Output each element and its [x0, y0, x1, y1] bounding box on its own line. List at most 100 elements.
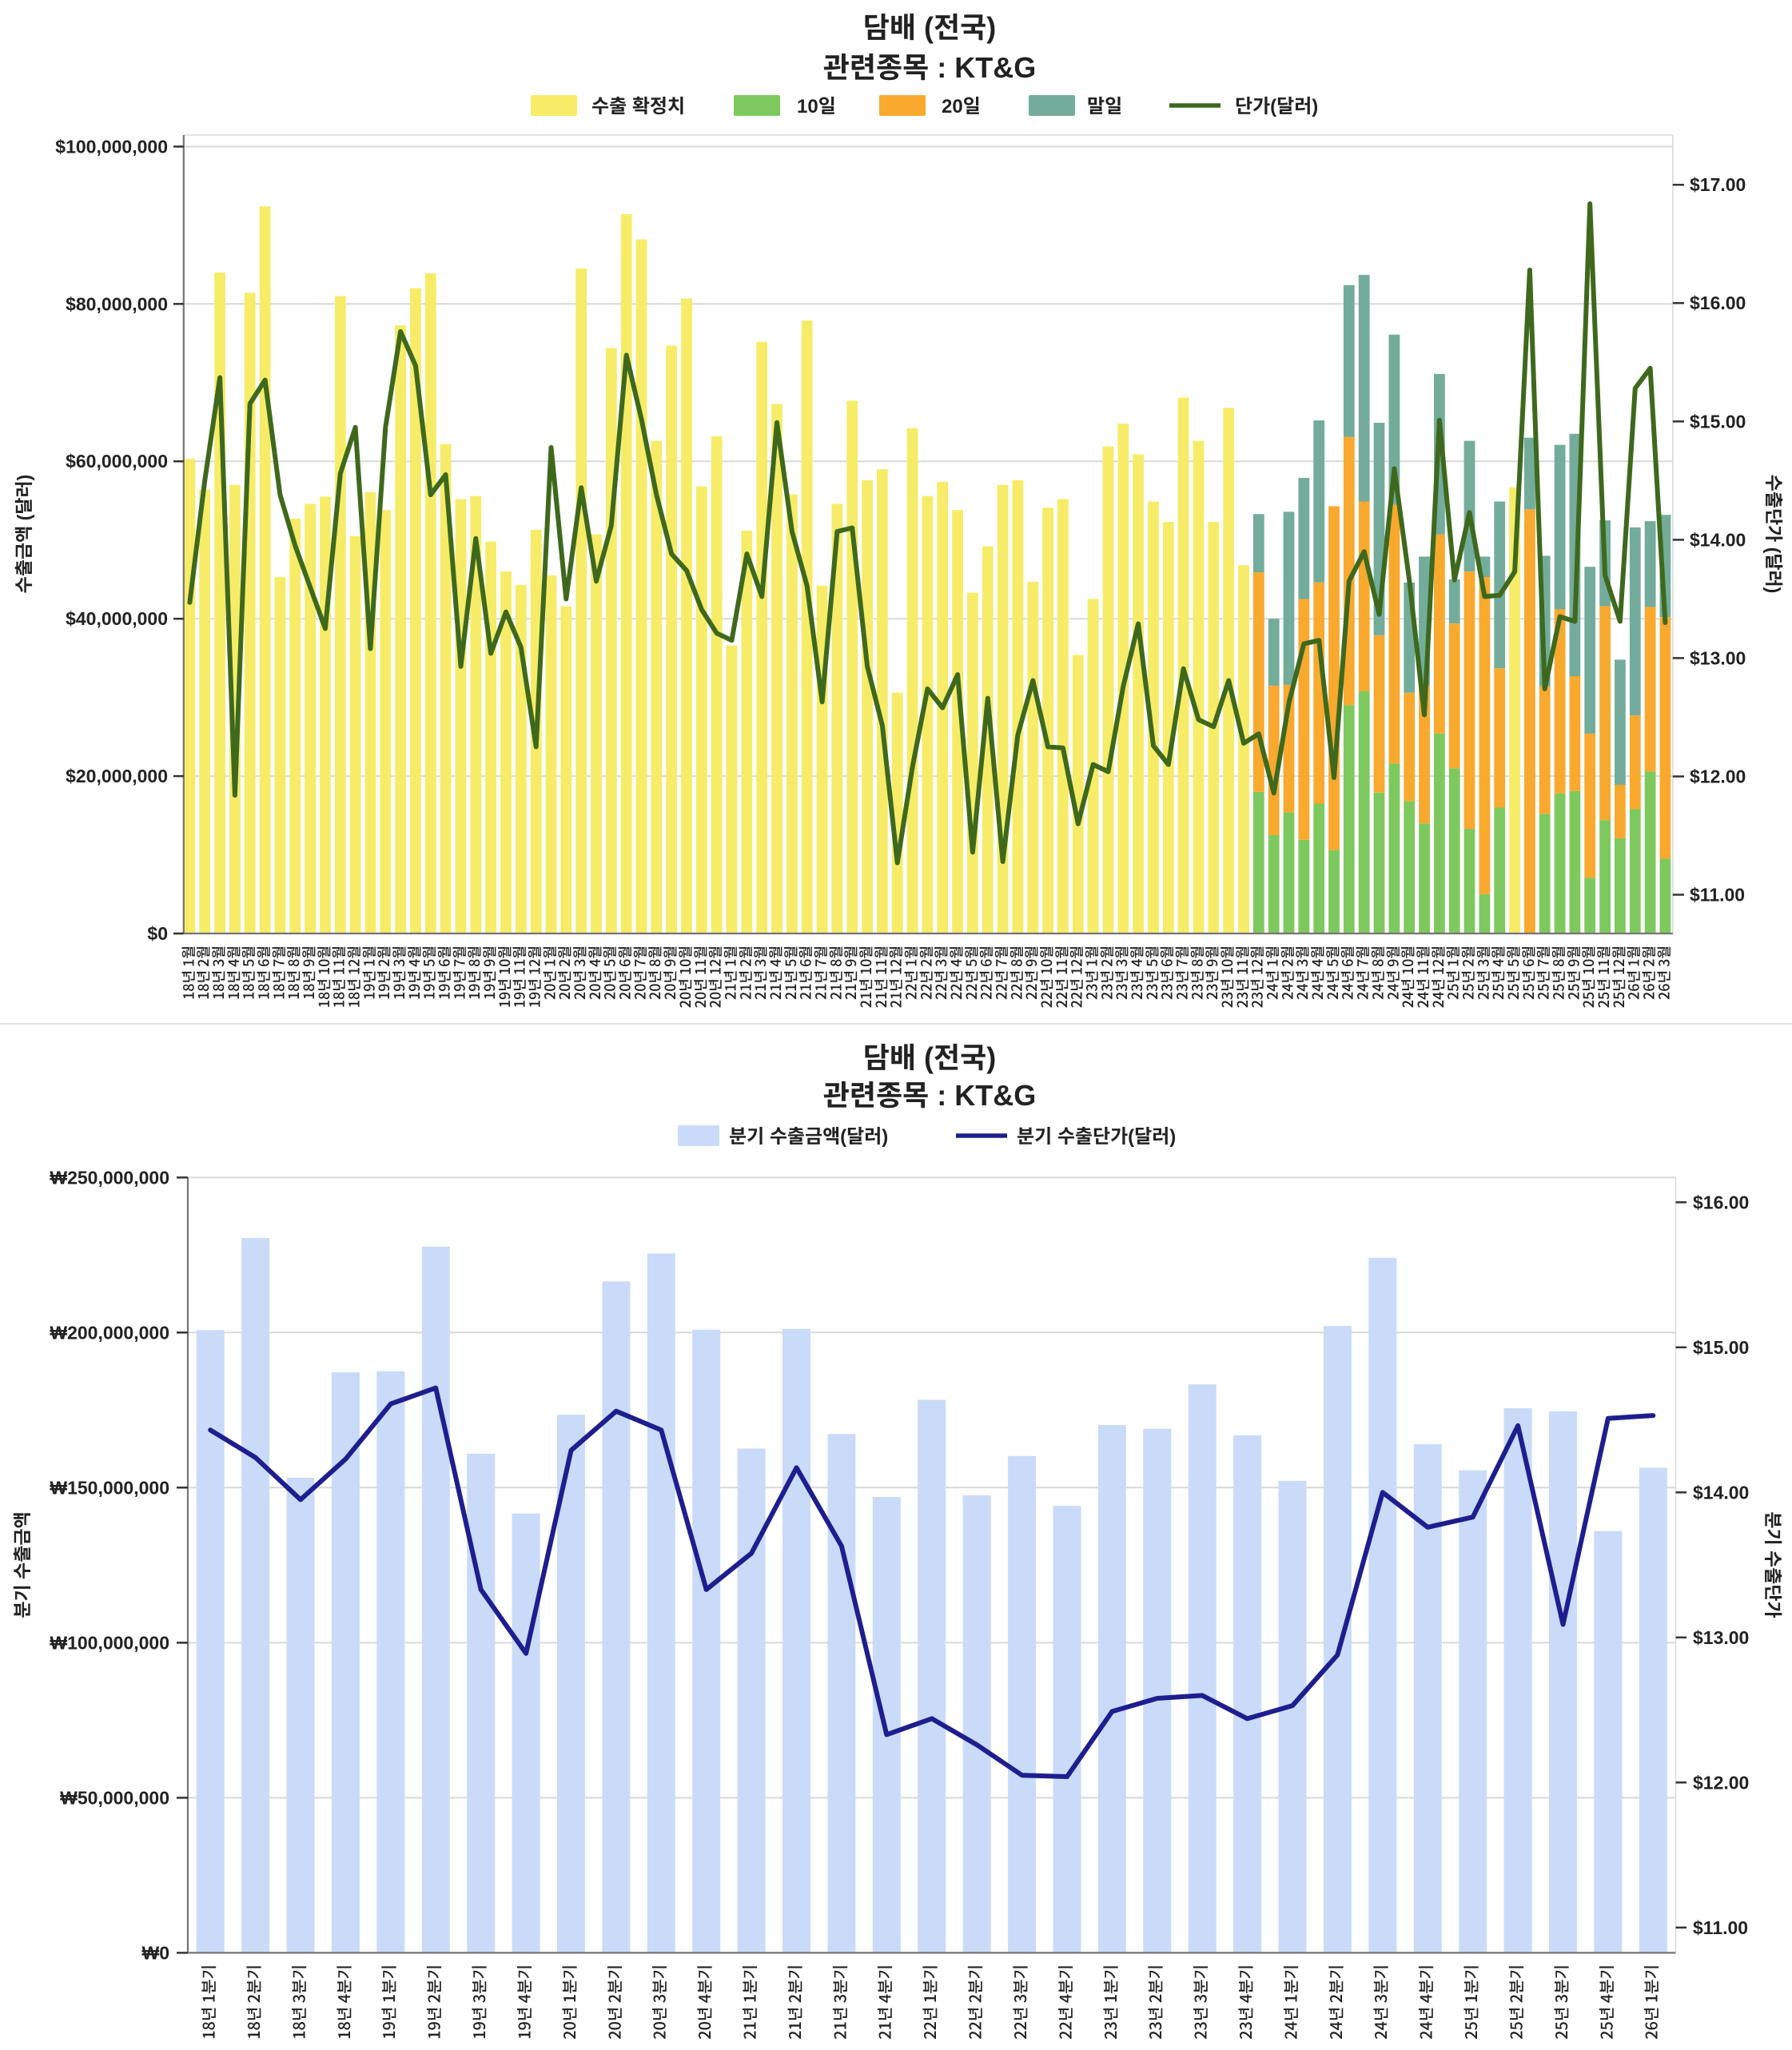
- svg-text:23년 4분기: 23년 4분기: [1233, 1964, 1256, 2040]
- svg-text:$100,000,000: $100,000,000: [55, 136, 168, 157]
- svg-text:10일: 10일: [797, 96, 836, 117]
- svg-text:19년 1분기: 19년 1분기: [376, 1964, 400, 2040]
- svg-text:24년 1월: 24년 1월: [1262, 945, 1283, 1000]
- svg-text:분기 수출단가(달러): 분기 수출단가(달러): [1017, 1126, 1176, 1148]
- svg-text:₩250,000,000: ₩250,000,000: [50, 1167, 169, 1188]
- svg-text:21년 3월: 21년 3월: [750, 945, 771, 1000]
- svg-text:21년 2월: 21년 2월: [735, 945, 755, 1000]
- svg-text:22년 7월: 22년 7월: [990, 945, 1011, 1000]
- svg-text:24년 1분기: 24년 1분기: [1278, 1964, 1301, 2040]
- svg-text:19년 5월: 19년 5월: [419, 945, 440, 1000]
- svg-text:21년 2분기: 21년 2분기: [783, 1964, 806, 2040]
- svg-text:23년 3분기: 23년 3분기: [1189, 1964, 1212, 2040]
- svg-text:22년 3월: 22년 3월: [930, 945, 951, 1000]
- svg-text:21년 1월: 21년 1월: [719, 945, 740, 1000]
- svg-text:22년 1월: 22년 1월: [900, 945, 921, 1000]
- svg-text:23년 1월: 23년 1월: [1081, 945, 1101, 1000]
- svg-text:23년 5월: 23년 5월: [1141, 945, 1162, 1000]
- svg-text:20일: 20일: [942, 96, 981, 117]
- svg-text:18년 1월: 18년 1월: [177, 945, 198, 1000]
- svg-text:$11.00: $11.00: [1693, 1917, 1748, 1938]
- svg-text:20년 12월: 20년 12월: [705, 945, 726, 1008]
- svg-text:$20,000,000: $20,000,000: [66, 766, 168, 786]
- svg-text:21년 4분기: 21년 4분기: [873, 1964, 896, 2040]
- svg-text:$14.00: $14.00: [1690, 529, 1746, 550]
- svg-text:$16.00: $16.00: [1690, 293, 1746, 313]
- svg-text:19년 3분기: 19년 3분기: [467, 1964, 490, 2040]
- svg-text:21년 6월: 21년 6월: [795, 945, 816, 1000]
- svg-text:22년 2분기: 22년 2분기: [963, 1964, 986, 2040]
- svg-text:19년 4월: 19년 4월: [404, 945, 424, 1000]
- svg-text:19년 2분기: 19년 2분기: [422, 1964, 445, 2040]
- svg-text:$60,000,000: $60,000,000: [66, 451, 168, 472]
- svg-text:22년 9월: 22년 9월: [1021, 945, 1041, 1000]
- svg-text:19년 7월: 19년 7월: [448, 945, 469, 1000]
- svg-text:22년 11월: 22년 11월: [1051, 945, 1072, 1008]
- svg-text:22년 2월: 22년 2월: [915, 945, 936, 1000]
- svg-text:$12.00: $12.00: [1693, 1772, 1749, 1793]
- svg-text:20년 1월: 20년 1월: [539, 945, 560, 1000]
- svg-text:₩50,000,000: ₩50,000,000: [60, 1787, 169, 1808]
- svg-text:수출 확정치: 수출 확정치: [591, 96, 685, 117]
- svg-text:24년 2분기: 24년 2분기: [1324, 1964, 1347, 2040]
- svg-text:수출금액 (달러): 수출금액 (달러): [14, 475, 34, 594]
- svg-text:23년 11월: 23년 11월: [1232, 945, 1252, 1008]
- svg-text:20년 4월: 20년 4월: [584, 945, 605, 1000]
- svg-text:18년 1분기: 18년 1분기: [197, 1964, 220, 2040]
- svg-text:18년 12월: 18년 12월: [343, 945, 364, 1008]
- svg-text:₩150,000,000: ₩150,000,000: [50, 1477, 169, 1498]
- svg-text:24년 5월: 24년 5월: [1322, 945, 1343, 1000]
- svg-text:19년 8월: 19년 8월: [464, 945, 484, 1000]
- svg-text:25년 3월: 25년 3월: [1472, 945, 1493, 1000]
- svg-text:21년 1분기: 21년 1분기: [738, 1964, 761, 2040]
- svg-text:18년 8월: 18년 8월: [283, 945, 304, 1000]
- svg-text:분기 수출단가: 분기 수출단가: [1762, 1511, 1783, 1618]
- svg-text:19년 2월: 19년 2월: [373, 945, 394, 1000]
- svg-text:22년 10월: 22년 10월: [1036, 945, 1057, 1008]
- svg-text:18년 4분기: 18년 4분기: [332, 1964, 355, 2040]
- svg-text:$13.00: $13.00: [1690, 647, 1746, 668]
- svg-text:19년 12월: 19년 12월: [524, 945, 545, 1008]
- svg-text:말일: 말일: [1087, 96, 1122, 117]
- svg-text:20년 10월: 20년 10월: [675, 945, 695, 1008]
- svg-text:24년 3월: 24년 3월: [1292, 945, 1312, 1000]
- svg-text:22년 3분기: 22년 3분기: [1008, 1964, 1031, 2040]
- svg-text:$80,000,000: $80,000,000: [66, 293, 168, 314]
- svg-text:21년 12월: 21년 12월: [886, 945, 906, 1008]
- svg-text:24년 6월: 24년 6월: [1337, 945, 1358, 1000]
- svg-text:23년 3월: 23년 3월: [1111, 945, 1132, 1000]
- svg-text:21년 11월: 21년 11월: [870, 945, 891, 1008]
- svg-text:21년 3분기: 21년 3분기: [827, 1964, 850, 2040]
- svg-text:20년 5월: 20년 5월: [599, 945, 620, 1000]
- svg-text:분기 수출금액: 분기 수출금액: [12, 1511, 33, 1618]
- svg-text:20년 2월: 20년 2월: [554, 945, 575, 1000]
- svg-text:24년 4월: 24년 4월: [1307, 945, 1328, 1000]
- svg-text:26년 3월: 26년 3월: [1653, 945, 1674, 1000]
- svg-text:22년 4분기: 22년 4분기: [1053, 1964, 1076, 2040]
- svg-text:26년 1분기: 26년 1분기: [1639, 1964, 1663, 2040]
- svg-text:담배 (전국): 담배 (전국): [863, 1041, 996, 1074]
- svg-text:19년 3월: 19년 3월: [388, 945, 409, 1000]
- svg-text:22년 6월: 22년 6월: [976, 945, 997, 1000]
- svg-text:18년 9월: 18년 9월: [298, 945, 319, 1000]
- svg-text:관련종목 : KT&G: 관련종목 : KT&G: [823, 51, 1036, 84]
- svg-text:23년 12월: 23년 12월: [1247, 945, 1268, 1008]
- svg-text:26년 1월: 26년 1월: [1623, 945, 1644, 1000]
- svg-text:24년 10월: 24년 10월: [1397, 945, 1418, 1008]
- svg-text:20년 6월: 20년 6월: [615, 945, 635, 1000]
- svg-text:단가(달러): 단가(달러): [1235, 96, 1318, 117]
- svg-text:24년 2월: 24년 2월: [1276, 945, 1297, 1000]
- svg-text:23년 1분기: 23년 1분기: [1098, 1964, 1121, 2040]
- svg-text:₩200,000,000: ₩200,000,000: [50, 1322, 169, 1343]
- svg-text:22년 5월: 22년 5월: [961, 945, 982, 1000]
- svg-text:$11.00: $11.00: [1690, 885, 1745, 906]
- svg-text:관련종목 : KT&G: 관련종목 : KT&G: [823, 1079, 1036, 1112]
- svg-text:20년 1분기: 20년 1분기: [557, 1964, 580, 2040]
- svg-text:$17.00: $17.00: [1690, 174, 1746, 195]
- svg-text:분기 수출금액(달러): 분기 수출금액(달러): [729, 1126, 888, 1148]
- svg-text:24년 9월: 24년 9월: [1382, 945, 1403, 1000]
- svg-text:25년 9월: 25년 9월: [1563, 945, 1583, 1000]
- svg-text:₩0: ₩0: [142, 1942, 170, 1963]
- svg-text:18년 10월: 18년 10월: [313, 945, 334, 1008]
- svg-text:23년 9월: 23년 9월: [1201, 945, 1222, 1000]
